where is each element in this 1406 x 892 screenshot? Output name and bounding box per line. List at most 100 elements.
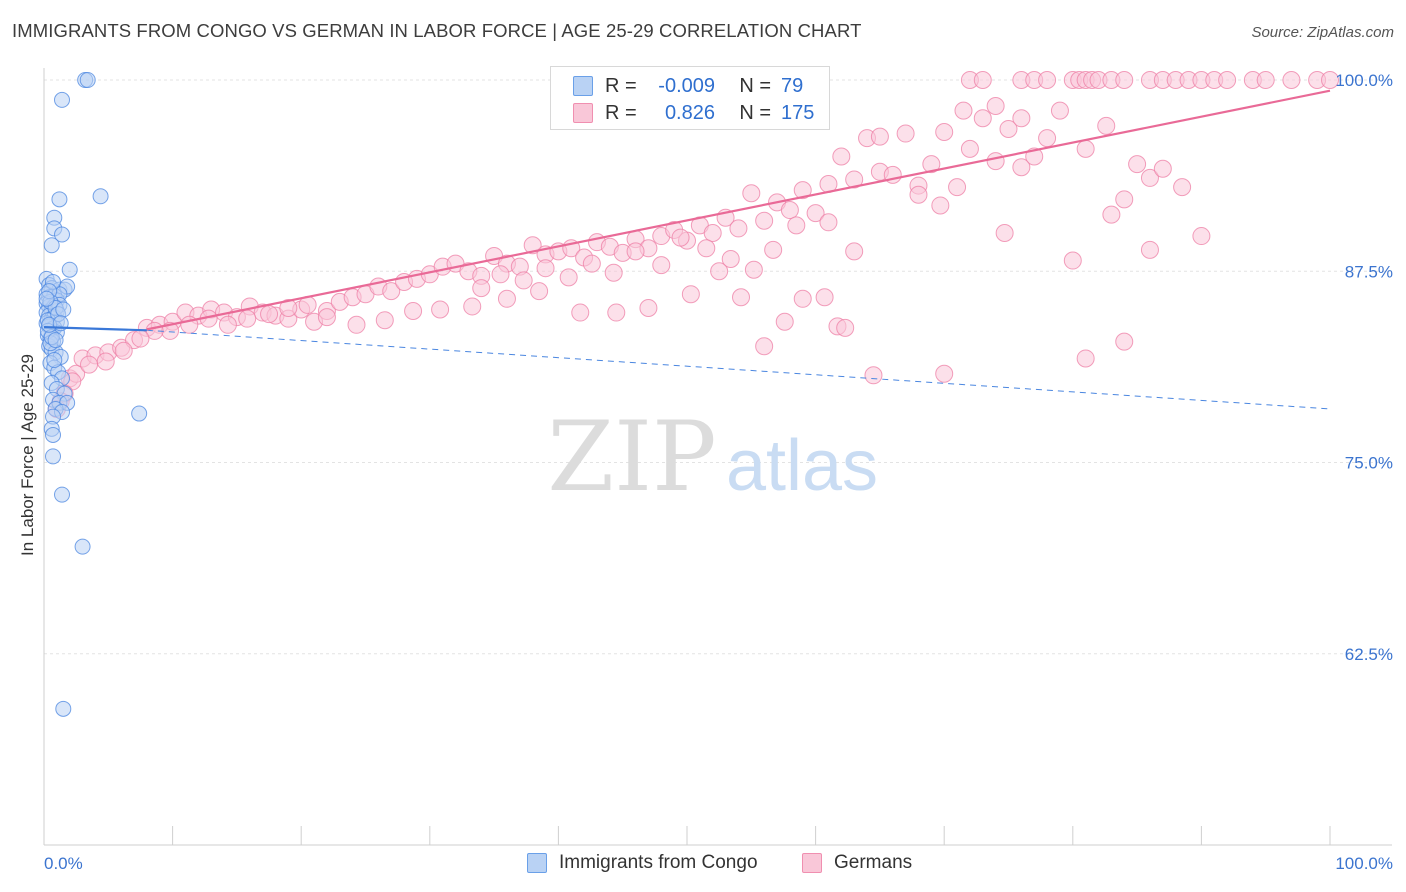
data-point xyxy=(54,486,71,503)
data-point xyxy=(463,297,482,316)
data-point xyxy=(973,109,992,128)
data-point xyxy=(114,341,133,360)
data-point xyxy=(1076,349,1095,368)
data-point xyxy=(80,355,99,374)
data-point xyxy=(218,315,237,334)
data-point xyxy=(729,219,748,238)
trend-line-germans xyxy=(146,89,1331,331)
y-tick-label: 62.5% xyxy=(1345,645,1393,664)
x-tick-label: 100.0% xyxy=(1335,854,1393,873)
chart-title: IMMIGRANTS FROM CONGO VS GERMAN IN LABOR… xyxy=(12,20,862,41)
data-point xyxy=(845,170,864,189)
legend-n-label: N = xyxy=(739,74,771,97)
trend-line-congo xyxy=(43,325,147,332)
data-point xyxy=(260,305,279,324)
tick-labels: 62.5% 75.0% 87.5% 100.0% 0.0% 100.0% xyxy=(44,71,1393,873)
data-point xyxy=(793,181,812,200)
data-point xyxy=(604,263,623,282)
data-point xyxy=(1218,71,1237,89)
data-point xyxy=(347,315,366,334)
data-point xyxy=(1192,227,1211,246)
data-point xyxy=(780,201,799,220)
data-point xyxy=(571,303,590,322)
data-point xyxy=(131,405,148,422)
data-point xyxy=(935,123,954,142)
legend-r-label: R = xyxy=(605,101,637,124)
legend-swatch-germans xyxy=(573,103,593,123)
trend-lines xyxy=(43,89,1331,410)
data-point xyxy=(845,242,864,261)
watermark: ZIP atlas xyxy=(547,401,878,513)
legend-n-value: 79 xyxy=(781,74,804,97)
data-point xyxy=(96,352,115,371)
data-point xyxy=(1038,71,1057,89)
data-point xyxy=(793,289,812,308)
data-point xyxy=(787,216,806,235)
data-point xyxy=(986,97,1005,116)
legend-swatch-germans xyxy=(802,853,822,873)
data-point xyxy=(404,302,423,321)
legend-item-germans[interactable]: Germans xyxy=(802,852,912,874)
data-point xyxy=(896,124,915,143)
data-point xyxy=(775,312,794,331)
data-point xyxy=(755,211,774,230)
data-point xyxy=(607,303,626,322)
watermark-atlas: atlas xyxy=(726,426,878,506)
data-point xyxy=(1050,101,1069,120)
legend-r-value: 0.826 xyxy=(664,101,715,124)
data-point xyxy=(999,119,1018,138)
data-point xyxy=(922,155,941,174)
data-point xyxy=(935,364,954,383)
stats-legend: R = -0.009 N = 79 R = 0.826 N = 175 xyxy=(550,66,830,130)
legend-item-congo[interactable]: Immigrants from Congo xyxy=(527,852,758,874)
legend-n-value: 175 xyxy=(781,101,815,124)
data-point xyxy=(431,300,450,319)
data-point xyxy=(806,204,825,223)
data-point xyxy=(870,127,889,146)
y-tick-label: 75.0% xyxy=(1345,454,1393,473)
data-point xyxy=(703,224,722,242)
axes xyxy=(43,68,1392,846)
data-point xyxy=(74,538,91,555)
data-point xyxy=(514,271,533,290)
data-point xyxy=(317,308,336,327)
data-point xyxy=(46,351,63,368)
data-point xyxy=(1115,190,1134,209)
data-point xyxy=(742,184,761,203)
data-point xyxy=(54,226,71,243)
data-point xyxy=(1115,71,1134,89)
data-point xyxy=(1102,205,1121,224)
data-point xyxy=(732,288,751,307)
data-point xyxy=(819,213,838,232)
data-point xyxy=(1097,116,1116,135)
series-congo xyxy=(38,72,148,717)
data-point xyxy=(681,285,700,304)
data-point xyxy=(382,282,401,301)
data-point xyxy=(55,301,72,318)
x-tick-label: 0.0% xyxy=(44,854,83,873)
data-point xyxy=(815,288,834,307)
data-point xyxy=(1140,168,1159,187)
y-tick-label: 100.0% xyxy=(1335,71,1393,90)
source-label: Source: ZipAtlas.com xyxy=(1251,24,1394,41)
legend-swatch-congo xyxy=(573,76,593,96)
legend-label-congo: Immigrants from Congo xyxy=(559,852,758,873)
legend-r-value: -0.009 xyxy=(658,74,715,97)
gridlines xyxy=(44,79,1392,655)
data-point xyxy=(836,318,855,337)
data-point xyxy=(721,250,740,269)
data-point xyxy=(652,256,671,275)
data-point xyxy=(864,366,883,385)
data-point xyxy=(764,240,783,259)
data-point xyxy=(1076,139,1095,158)
data-point xyxy=(1282,71,1301,89)
data-point xyxy=(1173,178,1192,197)
y-axis-label: In Labor Force | Age 25-29 xyxy=(18,354,37,556)
data-point xyxy=(472,279,491,298)
y-tick-label: 87.5% xyxy=(1345,262,1393,281)
data-point xyxy=(51,191,68,208)
data-point xyxy=(973,71,992,89)
data-point xyxy=(710,262,729,281)
data-point xyxy=(1321,71,1339,89)
